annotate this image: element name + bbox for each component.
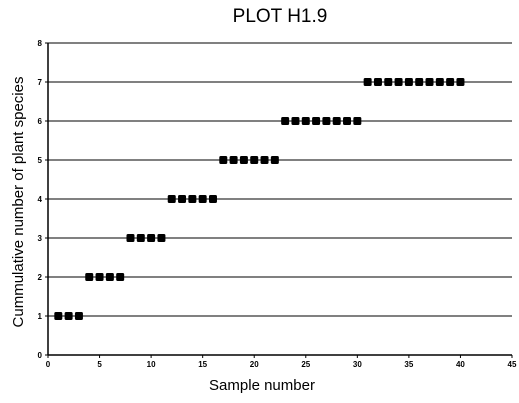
x-tick-label-30: 30 xyxy=(353,360,362,369)
gridlines xyxy=(48,42,512,317)
data-point-33 xyxy=(384,78,393,86)
data-point-8 xyxy=(126,234,135,242)
data-point-37 xyxy=(425,78,434,86)
data-point-7 xyxy=(116,273,125,281)
x-tick-label-40: 40 xyxy=(456,360,465,369)
x-tick-label-35: 35 xyxy=(404,360,413,369)
y-tick-label-6: 6 xyxy=(38,117,43,126)
data-point-3 xyxy=(74,312,83,320)
x-axis-label: Sample number xyxy=(209,377,315,394)
data-point-26 xyxy=(312,117,321,125)
data-point-12 xyxy=(167,195,176,203)
data-point-17 xyxy=(219,156,228,164)
data-point-27 xyxy=(322,117,331,125)
data-point-36 xyxy=(415,78,424,86)
data-point-9 xyxy=(136,234,145,242)
y-tick-label-8: 8 xyxy=(38,39,43,48)
y-tick-label-5: 5 xyxy=(38,156,43,165)
data-point-13 xyxy=(178,195,187,203)
data-point-23 xyxy=(281,117,290,125)
x-tick-label-5: 5 xyxy=(97,360,102,369)
data-point-31 xyxy=(363,78,372,86)
data-points xyxy=(54,78,465,320)
x-tick-label-10: 10 xyxy=(147,360,156,369)
data-point-14 xyxy=(188,195,197,203)
x-tick-label-20: 20 xyxy=(250,360,259,369)
data-point-5 xyxy=(95,273,104,281)
data-point-1 xyxy=(54,312,63,320)
data-point-30 xyxy=(353,117,362,125)
data-point-29 xyxy=(343,117,352,125)
x-tick-label-15: 15 xyxy=(198,360,207,369)
y-tick-label-3: 3 xyxy=(38,234,43,243)
data-point-21 xyxy=(260,156,269,164)
data-point-38 xyxy=(435,78,444,86)
data-point-15 xyxy=(198,195,207,203)
data-point-25 xyxy=(301,117,310,125)
y-tick-label-1: 1 xyxy=(38,312,43,321)
data-point-20 xyxy=(250,156,259,164)
y-tick-label-0: 0 xyxy=(38,351,43,360)
data-point-24 xyxy=(291,117,300,125)
data-point-6 xyxy=(105,273,114,281)
data-point-28 xyxy=(332,117,341,125)
data-point-10 xyxy=(147,234,156,242)
x-tick-label-45: 45 xyxy=(508,360,517,369)
data-point-40 xyxy=(456,78,465,86)
data-point-4 xyxy=(85,273,94,281)
data-point-22 xyxy=(270,156,279,164)
data-point-16 xyxy=(208,195,217,203)
data-point-19 xyxy=(239,156,248,164)
chart-title: PLOT H1.9 xyxy=(232,6,328,27)
y-tick-label-7: 7 xyxy=(38,78,43,87)
data-point-39 xyxy=(446,78,455,86)
data-point-32 xyxy=(373,78,382,86)
x-tick-label-25: 25 xyxy=(301,360,310,369)
y-tick-label-2: 2 xyxy=(38,273,43,282)
y-tick-label-4: 4 xyxy=(38,195,43,204)
data-point-2 xyxy=(64,312,73,320)
x-tick-label-0: 0 xyxy=(46,360,51,369)
data-point-11 xyxy=(157,234,166,242)
data-point-35 xyxy=(404,78,413,86)
y-axis-label: Cummulative number of plant species xyxy=(10,77,27,328)
data-point-18 xyxy=(229,156,238,164)
data-point-34 xyxy=(394,78,403,86)
